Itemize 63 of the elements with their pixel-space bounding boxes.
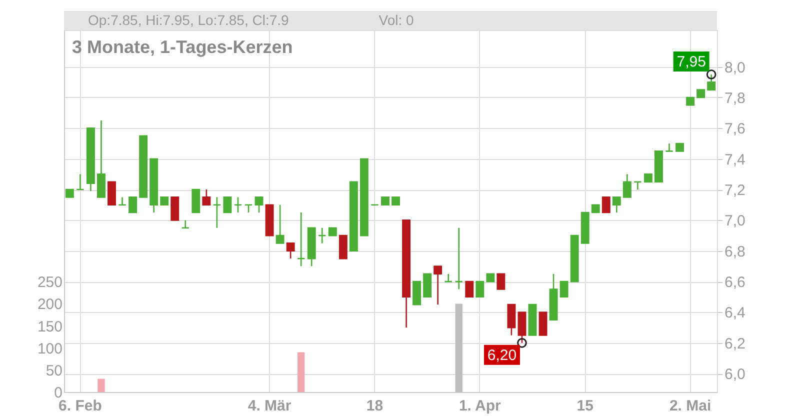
- candlestick: [465, 280, 474, 298]
- candlestick: [665, 142, 674, 152]
- y2-tick-label: 250: [37, 274, 62, 292]
- annotation: 6,20: [487, 346, 517, 364]
- y-tick-label: 7,4: [724, 151, 746, 168]
- candlestick: [560, 280, 568, 298]
- y2-tick-label: 50: [46, 362, 62, 380]
- y-tick-label: 6,6: [724, 274, 746, 292]
- candlestick: [296, 212, 306, 267]
- candlestick: [338, 234, 348, 260]
- candlestick: [538, 312, 548, 336]
- candlestick: [412, 280, 422, 306]
- text: Vol: 0: [378, 12, 414, 28]
- candlestick: [202, 188, 211, 206]
- candlestick: [496, 273, 506, 290]
- candlestick: [212, 196, 222, 229]
- candlestick: [76, 174, 84, 190]
- y2-tick-label: 200: [37, 296, 62, 314]
- y-tick-label: 7,0: [724, 212, 746, 230]
- candlestick: [254, 196, 264, 214]
- candlestick: [223, 196, 232, 214]
- candlestick: [476, 280, 484, 298]
- x-tick-label: 1. Apr: [458, 398, 502, 414]
- candlestick: [602, 196, 610, 214]
- y-tick-label: 6,4: [724, 304, 746, 322]
- y2-tick-label: 100: [37, 340, 62, 358]
- candlestick: [192, 188, 200, 214]
- bar: [455, 304, 462, 392]
- annotation: 7,95: [676, 53, 706, 70]
- candlestick: [234, 196, 242, 214]
- bar: [98, 378, 105, 392]
- x-tick-label: 15: [576, 398, 594, 414]
- x-tick-label: 4. Mär: [248, 398, 292, 414]
- candlestick: [434, 266, 442, 306]
- candlestick: [181, 220, 190, 229]
- candlestick: [444, 273, 453, 282]
- candlestick: [454, 227, 464, 290]
- x-tick-label: 2. Mai: [669, 398, 712, 414]
- bar: [298, 352, 305, 392]
- candlestick: [633, 181, 642, 190]
- y-tick-label: 6,0: [724, 366, 746, 384]
- y-tick-label: 7,8: [724, 90, 746, 107]
- candlestick: [423, 273, 432, 298]
- candlestick: [128, 196, 138, 214]
- candlestick: [276, 204, 284, 244]
- x-tick-label: 18: [366, 398, 384, 414]
- candlestick: [507, 304, 516, 336]
- candlestick: [318, 227, 326, 244]
- candlestick: [170, 196, 180, 221]
- text: Op:7.85, Hi:7.95, Lo:7.85, Cl:7.9: [88, 12, 290, 28]
- y-tick-label: 8,0: [724, 59, 746, 76]
- candlestick: [108, 181, 116, 206]
- candlestick: [612, 196, 621, 214]
- y-tick-label: 7,2: [724, 182, 746, 200]
- chart-title: 3 Monate, 1-Tages-Kerzen: [72, 37, 293, 57]
- candlestick: [286, 242, 295, 260]
- candlestick: [622, 174, 632, 198]
- candlestick: [118, 196, 126, 206]
- candlestick: [97, 120, 106, 198]
- y-tick-label: 7,6: [724, 120, 746, 138]
- y2-tick-label: 150: [37, 318, 62, 336]
- y-tick-label: 6,8: [724, 243, 746, 260]
- y-tick-label: 6,2: [724, 335, 746, 352]
